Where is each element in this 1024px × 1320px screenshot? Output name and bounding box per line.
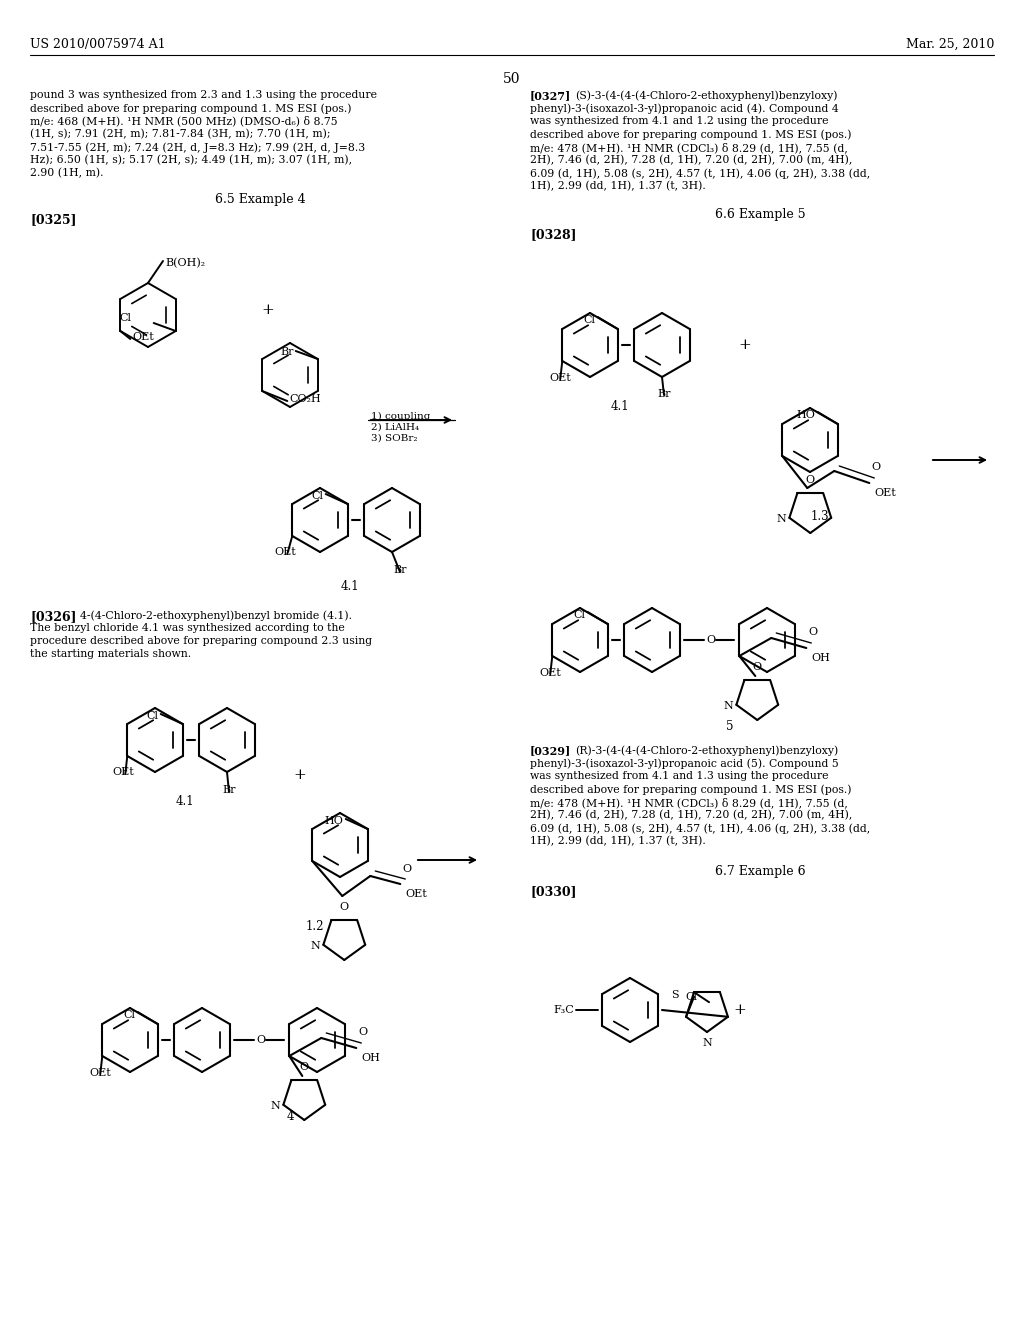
Text: OEt: OEt bbox=[540, 668, 561, 678]
Text: CO₂H: CO₂H bbox=[290, 393, 322, 404]
Text: 50: 50 bbox=[503, 73, 521, 86]
Text: +: + bbox=[733, 1003, 746, 1016]
Text: [0329]: [0329] bbox=[530, 744, 571, 756]
Text: 3) SOBr₂: 3) SOBr₂ bbox=[371, 434, 418, 444]
Text: [0326]: [0326] bbox=[30, 610, 77, 623]
Text: OEt: OEt bbox=[874, 488, 896, 498]
Text: 4: 4 bbox=[287, 1110, 294, 1123]
Text: Hz); 6.50 (1H, s); 5.17 (2H, s); 4.49 (1H, m); 3.07 (1H, m),: Hz); 6.50 (1H, s); 5.17 (2H, s); 4.49 (1… bbox=[30, 154, 352, 165]
Text: O: O bbox=[706, 635, 715, 645]
Text: 1) coupling: 1) coupling bbox=[371, 412, 430, 421]
Text: 2H), 7.46 (d, 2H), 7.28 (d, 1H), 7.20 (d, 2H), 7.00 (m, 4H),: 2H), 7.46 (d, 2H), 7.28 (d, 1H), 7.20 (d… bbox=[530, 810, 852, 820]
Text: F₃C: F₃C bbox=[553, 1005, 574, 1015]
Text: B(OH)₂: B(OH)₂ bbox=[165, 257, 205, 268]
Text: described above for preparing compound 1. MS ESI (pos.): described above for preparing compound 1… bbox=[530, 129, 852, 140]
Text: Mar. 25, 2010: Mar. 25, 2010 bbox=[905, 38, 994, 51]
Text: was synthesized from 4.1 and 1.3 using the procedure: was synthesized from 4.1 and 1.3 using t… bbox=[530, 771, 828, 781]
Text: 1H), 2.99 (dd, 1H), 1.37 (t, 3H).: 1H), 2.99 (dd, 1H), 1.37 (t, 3H). bbox=[530, 181, 706, 191]
Text: O: O bbox=[256, 1035, 265, 1045]
Text: procedure described above for preparing compound 2.3 using: procedure described above for preparing … bbox=[30, 636, 372, 645]
Text: O: O bbox=[871, 462, 881, 473]
Text: Cl: Cl bbox=[146, 711, 159, 721]
Text: OEt: OEt bbox=[113, 767, 134, 777]
Text: 4.1: 4.1 bbox=[610, 400, 630, 413]
Text: m/e: 468 (M+H). ¹H NMR (500 MHz) (DMSO-d₆) δ 8.75: m/e: 468 (M+H). ¹H NMR (500 MHz) (DMSO-d… bbox=[30, 116, 338, 127]
Text: N: N bbox=[270, 1101, 281, 1111]
Text: +: + bbox=[294, 768, 306, 781]
Text: pound 3 was synthesized from 2.3 and 1.3 using the procedure: pound 3 was synthesized from 2.3 and 1.3… bbox=[30, 90, 377, 100]
Text: 2.90 (1H, m).: 2.90 (1H, m). bbox=[30, 168, 103, 178]
Text: Cl: Cl bbox=[685, 991, 697, 1002]
Text: O: O bbox=[753, 663, 762, 672]
Text: Br: Br bbox=[393, 565, 407, 576]
Text: described above for preparing compound 1. MS ESI (pos.): described above for preparing compound 1… bbox=[30, 103, 351, 114]
Text: HO: HO bbox=[325, 816, 344, 826]
Text: O: O bbox=[806, 475, 815, 484]
Text: Cl: Cl bbox=[573, 610, 586, 620]
Text: Cl: Cl bbox=[584, 315, 596, 325]
Text: The benzyl chloride 4.1 was synthesized according to the: The benzyl chloride 4.1 was synthesized … bbox=[30, 623, 345, 634]
Text: 5: 5 bbox=[726, 719, 734, 733]
Text: Cl: Cl bbox=[311, 491, 324, 502]
Text: +: + bbox=[738, 338, 752, 352]
Text: phenyl)-3-(isoxazol-3-yl)propanoic acid (4). Compound 4: phenyl)-3-(isoxazol-3-yl)propanoic acid … bbox=[530, 103, 839, 114]
Text: N: N bbox=[702, 1038, 712, 1048]
Text: +: + bbox=[261, 304, 274, 317]
Text: O: O bbox=[402, 865, 412, 874]
Text: O: O bbox=[358, 1027, 368, 1038]
Text: (S)-3-(4-(4-(4-Chloro-2-ethoxyphenyl)benzyloxy): (S)-3-(4-(4-(4-Chloro-2-ethoxyphenyl)ben… bbox=[575, 90, 838, 100]
Text: [0330]: [0330] bbox=[530, 884, 577, 898]
Text: (1H, s); 7.91 (2H, m); 7.81-7.84 (3H, m); 7.70 (1H, m);: (1H, s); 7.91 (2H, m); 7.81-7.84 (3H, m)… bbox=[30, 129, 331, 140]
Text: 2) LiAlH₄: 2) LiAlH₄ bbox=[371, 422, 419, 432]
Text: US 2010/0075974 A1: US 2010/0075974 A1 bbox=[30, 38, 166, 51]
Text: 4.1: 4.1 bbox=[176, 795, 195, 808]
Text: N: N bbox=[776, 513, 786, 524]
Text: 6.09 (d, 1H), 5.08 (s, 2H), 4.57 (t, 1H), 4.06 (q, 2H), 3.38 (dd,: 6.09 (d, 1H), 5.08 (s, 2H), 4.57 (t, 1H)… bbox=[530, 168, 870, 178]
Text: 4-(4-Chloro-2-ethoxyphenyl)benzyl bromide (4.1).: 4-(4-Chloro-2-ethoxyphenyl)benzyl bromid… bbox=[80, 610, 352, 620]
Text: OEt: OEt bbox=[406, 888, 427, 899]
Text: the starting materials shown.: the starting materials shown. bbox=[30, 649, 191, 659]
Text: OEt: OEt bbox=[550, 374, 571, 383]
Text: 1.2: 1.2 bbox=[306, 920, 325, 933]
Text: OH: OH bbox=[361, 1053, 380, 1063]
Text: O: O bbox=[300, 1063, 309, 1072]
Text: Br: Br bbox=[222, 785, 236, 795]
Text: was synthesized from 4.1 and 1.2 using the procedure: was synthesized from 4.1 and 1.2 using t… bbox=[530, 116, 828, 125]
Text: OH: OH bbox=[811, 653, 830, 663]
Text: 4.1: 4.1 bbox=[341, 579, 359, 593]
Text: Br: Br bbox=[281, 347, 294, 356]
Text: 2H), 7.46 (d, 2H), 7.28 (d, 1H), 7.20 (d, 2H), 7.00 (m, 4H),: 2H), 7.46 (d, 2H), 7.28 (d, 1H), 7.20 (d… bbox=[530, 154, 852, 165]
Text: OEt: OEt bbox=[89, 1068, 112, 1078]
Text: 7.51-7.55 (2H, m); 7.24 (2H, d, J=8.3 Hz); 7.99 (2H, d, J=8.3: 7.51-7.55 (2H, m); 7.24 (2H, d, J=8.3 Hz… bbox=[30, 143, 366, 153]
Text: [0327]: [0327] bbox=[530, 90, 571, 102]
Text: Cl: Cl bbox=[120, 313, 132, 323]
Text: Br: Br bbox=[657, 389, 671, 399]
Text: N: N bbox=[310, 941, 321, 950]
Text: [0328]: [0328] bbox=[530, 228, 577, 242]
Text: Cl: Cl bbox=[124, 1010, 136, 1020]
Text: [0325]: [0325] bbox=[30, 213, 77, 226]
Text: S: S bbox=[672, 990, 679, 1001]
Text: 6.6 Example 5: 6.6 Example 5 bbox=[715, 209, 805, 220]
Text: O: O bbox=[808, 627, 817, 638]
Text: HO: HO bbox=[797, 411, 816, 420]
Text: 6.09 (d, 1H), 5.08 (s, 2H), 4.57 (t, 1H), 4.06 (q, 2H), 3.38 (dd,: 6.09 (d, 1H), 5.08 (s, 2H), 4.57 (t, 1H)… bbox=[530, 822, 870, 833]
Text: OEt: OEt bbox=[274, 546, 296, 557]
Text: 1.3: 1.3 bbox=[811, 510, 829, 523]
Text: N: N bbox=[724, 701, 733, 711]
Text: 1H), 2.99 (dd, 1H), 1.37 (t, 3H).: 1H), 2.99 (dd, 1H), 1.37 (t, 3H). bbox=[530, 836, 706, 846]
Text: m/e: 478 (M+H). ¹H NMR (CDCl₃) δ 8.29 (d, 1H), 7.55 (d,: m/e: 478 (M+H). ¹H NMR (CDCl₃) δ 8.29 (d… bbox=[530, 143, 848, 153]
Text: phenyl)-3-(isoxazol-3-yl)propanoic acid (5). Compound 5: phenyl)-3-(isoxazol-3-yl)propanoic acid … bbox=[530, 758, 839, 768]
Text: 6.7 Example 6: 6.7 Example 6 bbox=[715, 865, 805, 878]
Text: OEt: OEt bbox=[132, 333, 154, 342]
Text: O: O bbox=[340, 902, 349, 912]
Text: 6.5 Example 4: 6.5 Example 4 bbox=[215, 193, 305, 206]
Text: described above for preparing compound 1. MS ESI (pos.): described above for preparing compound 1… bbox=[530, 784, 852, 795]
Text: m/e: 478 (M+H). ¹H NMR (CDCl₃) δ 8.29 (d, 1H), 7.55 (d,: m/e: 478 (M+H). ¹H NMR (CDCl₃) δ 8.29 (d… bbox=[530, 797, 848, 808]
Text: (R)-3-(4-(4-(4-Chloro-2-ethoxyphenyl)benzyloxy): (R)-3-(4-(4-(4-Chloro-2-ethoxyphenyl)ben… bbox=[575, 744, 839, 755]
